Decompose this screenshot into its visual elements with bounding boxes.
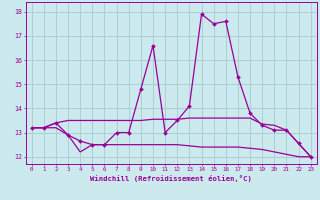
X-axis label: Windchill (Refroidissement éolien,°C): Windchill (Refroidissement éolien,°C) <box>90 175 252 182</box>
